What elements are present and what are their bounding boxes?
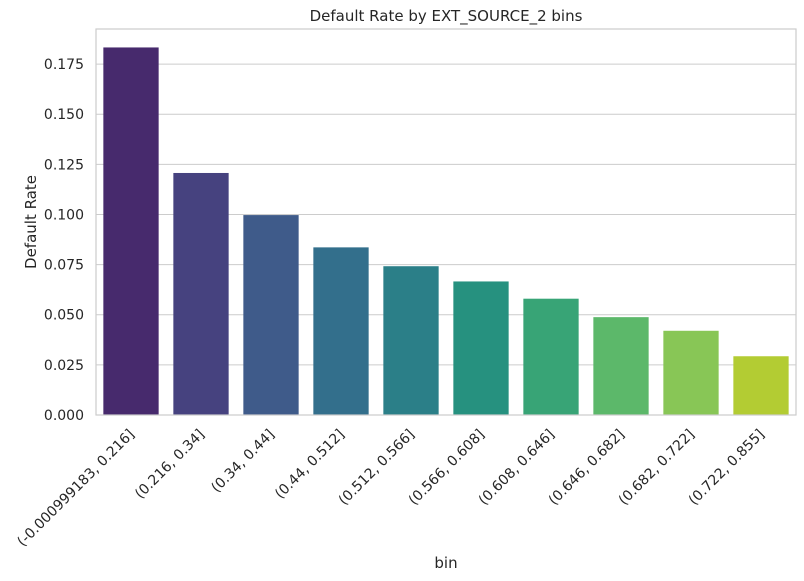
x-tick-label: (0.216, 0.34] (132, 427, 208, 503)
y-tick-label: 0.000 (44, 408, 84, 424)
x-axis-label: bin (434, 554, 457, 572)
x-tick-label: (0.722, 0.855] (686, 427, 768, 509)
bars (103, 47, 789, 416)
y-tick-label: 0.100 (44, 207, 84, 223)
y-tick-label: 0.175 (44, 57, 84, 73)
bar (663, 330, 719, 415)
bar (383, 266, 439, 415)
x-tick-label: (0.34, 0.44] (208, 427, 277, 496)
bar (733, 356, 789, 415)
bar (243, 215, 299, 415)
y-tick-label: 0.075 (44, 258, 84, 274)
chart-title: Default Rate by EXT_SOURCE_2 bins (310, 7, 583, 26)
x-tick-labels: (-0.000999183, 0.216](0.216, 0.34] (0.34,… (14, 427, 767, 550)
bar (103, 47, 159, 416)
plot-frame (95, 28, 797, 416)
y-tick-label: 0.025 (44, 358, 84, 374)
bar (173, 172, 229, 415)
bar (313, 247, 369, 415)
bar (453, 281, 509, 415)
x-tick-label: (0.44, 0.512] (272, 427, 348, 503)
bar (523, 298, 579, 415)
y-tick-label: 0.125 (44, 157, 84, 173)
bar (593, 317, 649, 415)
y-tick-labels: 0.000 0.025 0.050 0.075 0.100 0.125 0.150 0.175 (44, 57, 84, 424)
y-tick-label: 0.050 (44, 308, 84, 324)
y-axis-label: Default Rate (22, 175, 40, 269)
x-tick-label: (-0.000999183, 0.216] (14, 427, 137, 550)
y-tick-label: 0.150 (44, 107, 84, 123)
